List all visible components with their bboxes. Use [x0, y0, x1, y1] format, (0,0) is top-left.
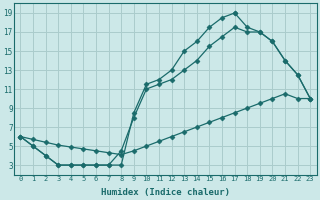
X-axis label: Humidex (Indice chaleur): Humidex (Indice chaleur): [101, 188, 230, 197]
